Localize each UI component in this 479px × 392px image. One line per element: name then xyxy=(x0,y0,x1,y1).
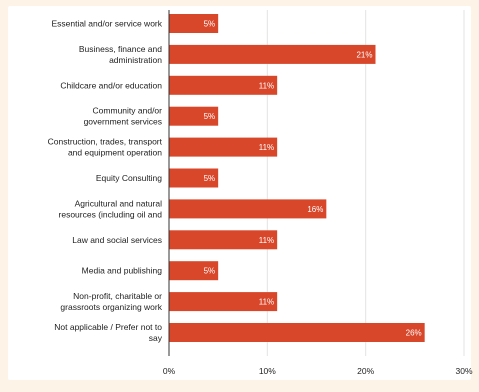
bar-value-label: 16% xyxy=(307,205,323,214)
bar xyxy=(169,199,327,219)
category-label: Not applicable / Prefer not to say xyxy=(54,322,162,343)
category-label-line: Construction, trades, transport xyxy=(48,137,163,147)
category-label: Agricultural and natural resources (inclu… xyxy=(59,198,163,219)
x-tick-label: 0% xyxy=(163,366,176,376)
category-label: Law and social services xyxy=(72,235,162,245)
category-label: Childcare and/or education xyxy=(60,80,162,90)
category-label-line: Non-profit, charitable or xyxy=(73,291,162,301)
category-label-line: Agricultural and natural xyxy=(75,198,163,208)
category-label: Media and publishing xyxy=(82,266,163,276)
bar-value-label: 5% xyxy=(204,112,216,121)
category-label-line: Law and social services xyxy=(72,235,162,245)
x-tick-label: 10% xyxy=(259,366,276,376)
category-label: Equity Consulting xyxy=(96,173,162,183)
bar-value-label: 5% xyxy=(204,267,216,276)
bar xyxy=(169,230,278,250)
bar-value-label: 11% xyxy=(259,236,274,245)
category-label: Non-profit, charitable or grassroots orga… xyxy=(60,291,162,312)
category-label-line: administration xyxy=(109,55,162,65)
category-label-line: grassroots organizing work xyxy=(60,302,162,312)
x-tick-label: 30% xyxy=(455,366,472,376)
category-label-line: Essential and/or service work xyxy=(51,19,162,29)
category-label-line: Business, finance and xyxy=(79,44,162,54)
category-label: Construction, trades, transport and equip… xyxy=(48,137,163,158)
x-tick-label: 20% xyxy=(357,366,374,376)
category-label-line: resources (including oil and xyxy=(59,209,163,219)
category-label-line: Not applicable / Prefer not to xyxy=(54,322,162,332)
bar xyxy=(169,137,278,157)
bar xyxy=(169,261,219,281)
bar-value-label: 5% xyxy=(204,20,216,29)
bar xyxy=(169,75,278,95)
bar xyxy=(169,168,219,188)
bar-value-label: 11% xyxy=(259,81,274,90)
bar xyxy=(169,44,376,64)
category-label-line: say xyxy=(149,333,163,343)
bar-value-label: 21% xyxy=(356,50,372,59)
category-label: Community and/or government services xyxy=(84,106,163,127)
plot-panel xyxy=(8,6,471,380)
category-label-line: Equity Consulting xyxy=(96,173,162,183)
bar-value-label: 11% xyxy=(259,143,274,152)
category-label-line: and equipment operation xyxy=(68,148,162,158)
bar-value-label: 26% xyxy=(406,329,422,338)
category-label: Essential and/or service work xyxy=(51,19,162,29)
category-label-line: Media and publishing xyxy=(82,266,163,276)
bar xyxy=(169,106,219,126)
bar-value-label: 5% xyxy=(204,174,216,183)
bar xyxy=(169,14,219,33)
category-label-line: Childcare and/or education xyxy=(60,80,162,90)
bar xyxy=(169,323,425,342)
category-label-line: government services xyxy=(84,117,162,127)
category-label-line: Community and/or xyxy=(93,106,163,116)
bar-value-label: 11% xyxy=(259,298,274,307)
bar xyxy=(169,292,278,312)
category-label: Business, finance and administration xyxy=(79,44,162,65)
